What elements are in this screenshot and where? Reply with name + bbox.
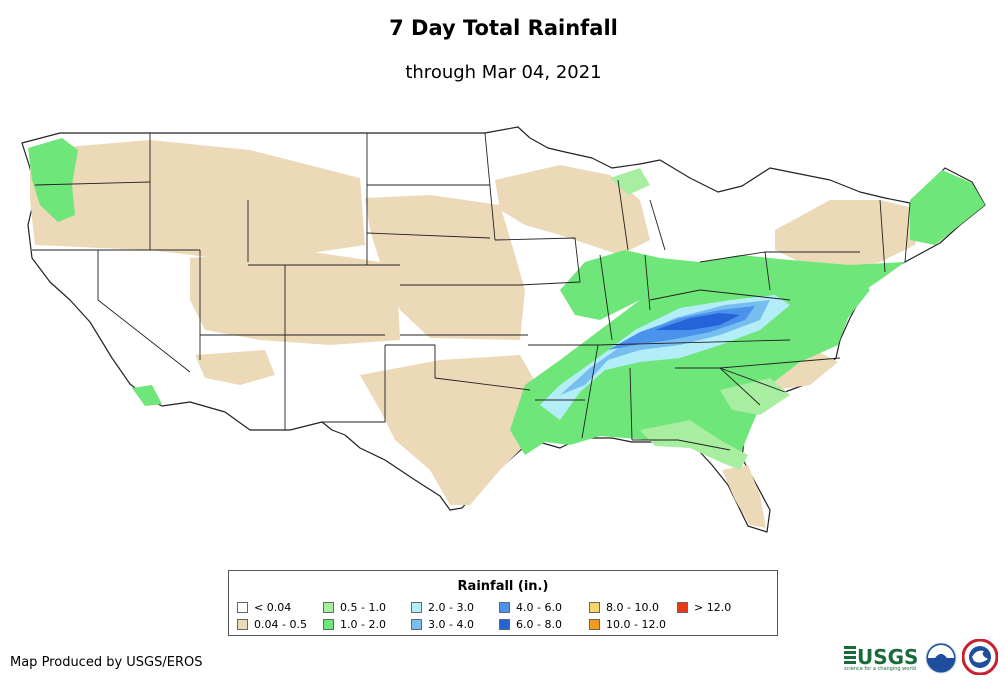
state-line-nc-sc <box>719 367 786 393</box>
legend-label: 0.04 - 0.5 <box>254 618 307 631</box>
legend-label: 8.0 - 10.0 <box>606 601 659 614</box>
legend-item: 8.0 - 10.0 <box>589 602 659 616</box>
legend-swatch <box>323 602 334 613</box>
state-line-va-nc <box>719 357 841 369</box>
legend-label: < 0.04 <box>254 601 292 614</box>
legend-label: 4.0 - 6.0 <box>516 601 562 614</box>
legend-swatch <box>499 619 510 630</box>
map-title: 7 Day Total Rainfall <box>389 16 618 40</box>
legend-item: 6.0 - 8.0 <box>499 619 562 633</box>
rockies-tan-zone <box>190 250 400 345</box>
gulf-coast-light-green <box>640 420 748 470</box>
legend-item: 0.5 - 1.0 <box>323 602 386 616</box>
legend-label: 10.0 - 12.0 <box>606 618 666 631</box>
producer-credit: Map Produced by USGS/EROS <box>10 655 203 670</box>
plains-tan-zone <box>365 195 525 340</box>
great-lakes-tan-zone <box>495 165 650 255</box>
state-line-ga-fl <box>632 439 731 451</box>
texas-tan-zone <box>360 355 540 505</box>
midwest-green-zone <box>560 250 740 320</box>
legend-swatch <box>323 619 334 630</box>
legend-label: > 12.0 <box>694 601 732 614</box>
legend-swatch <box>237 602 248 613</box>
legend-item: > 12.0 <box>677 602 731 616</box>
noaa-logo-icon <box>925 642 957 674</box>
usgs-tagline: science for a changing world <box>844 666 916 672</box>
map-subtitle: through Mar 04, 2021 <box>405 62 602 83</box>
usgs-logo: USGS science for a changing world <box>844 645 918 672</box>
state-line-il-in <box>599 254 613 341</box>
legend-label: 1.0 - 2.0 <box>340 618 386 631</box>
legend-label: 6.0 - 8.0 <box>516 618 562 631</box>
legend-item: 1.0 - 2.0 <box>323 619 386 633</box>
new-england-green-zone <box>910 170 985 245</box>
legend-item: 4.0 - 6.0 <box>499 602 562 616</box>
state-boundaries <box>32 132 911 451</box>
state-line-wa-or <box>34 181 151 186</box>
washington-green-zone <box>28 138 78 222</box>
legend-label: 0.5 - 1.0 <box>340 601 386 614</box>
state-line-ky-oh <box>649 289 791 301</box>
state-line-tn-ky <box>597 339 791 346</box>
lake-michigan-shore <box>617 179 666 251</box>
legend-swatch <box>589 619 600 630</box>
legend-swatch <box>237 619 248 630</box>
rainfall-shading <box>28 138 985 528</box>
state-line-al-ga <box>629 367 633 441</box>
northwest-tan-zone <box>30 140 365 262</box>
legend-label: 3.0 - 4.0 <box>428 618 474 631</box>
state-line-ca-nv <box>97 250 191 373</box>
legend-title: Rainfall (in.) <box>457 579 549 594</box>
rainfall-map <box>21 126 986 533</box>
state-line-ia-mo <box>494 237 581 286</box>
legend-item: 3.0 - 4.0 <box>411 619 474 633</box>
state-line-mn-wi <box>484 132 496 241</box>
california-coast-green <box>132 385 162 406</box>
kentucky-heaviest-core <box>655 313 740 330</box>
legend-label: 2.0 - 3.0 <box>428 601 474 614</box>
rainfall-6.0-8.0 <box>655 313 740 330</box>
legend-swatch <box>499 602 510 613</box>
usgs-wave-icon <box>844 646 856 664</box>
state-line-ms-al <box>581 344 599 439</box>
legend-swatch <box>589 602 600 613</box>
legend-item: 10.0 - 12.0 <box>589 619 666 633</box>
state-line-new-england <box>879 199 911 273</box>
state-line-in-oh <box>644 254 651 311</box>
legend-item: 0.04 - 0.5 <box>237 619 307 633</box>
legend-swatch <box>677 602 688 613</box>
legend-box: Rainfall (in.) < 0.04 0.04 - 0.5 0.5 - 1… <box>228 570 778 636</box>
state-line-ok-tx <box>385 344 531 391</box>
usgs-wordmark: USGS <box>857 645 918 669</box>
state-line-nm-tx <box>322 345 386 423</box>
legend-swatch <box>411 619 422 630</box>
legend-item: < 0.04 <box>237 602 291 616</box>
state-line-sd-ne <box>366 232 491 239</box>
ny-nj-green-zone <box>848 262 905 300</box>
legend-swatch <box>411 602 422 613</box>
legend-item: 2.0 - 3.0 <box>411 602 474 616</box>
nws-logo-icon <box>962 639 998 675</box>
florida-tan-zone <box>722 465 766 528</box>
southwest-tan-patch <box>195 350 275 385</box>
michigan-light-green <box>610 168 650 195</box>
